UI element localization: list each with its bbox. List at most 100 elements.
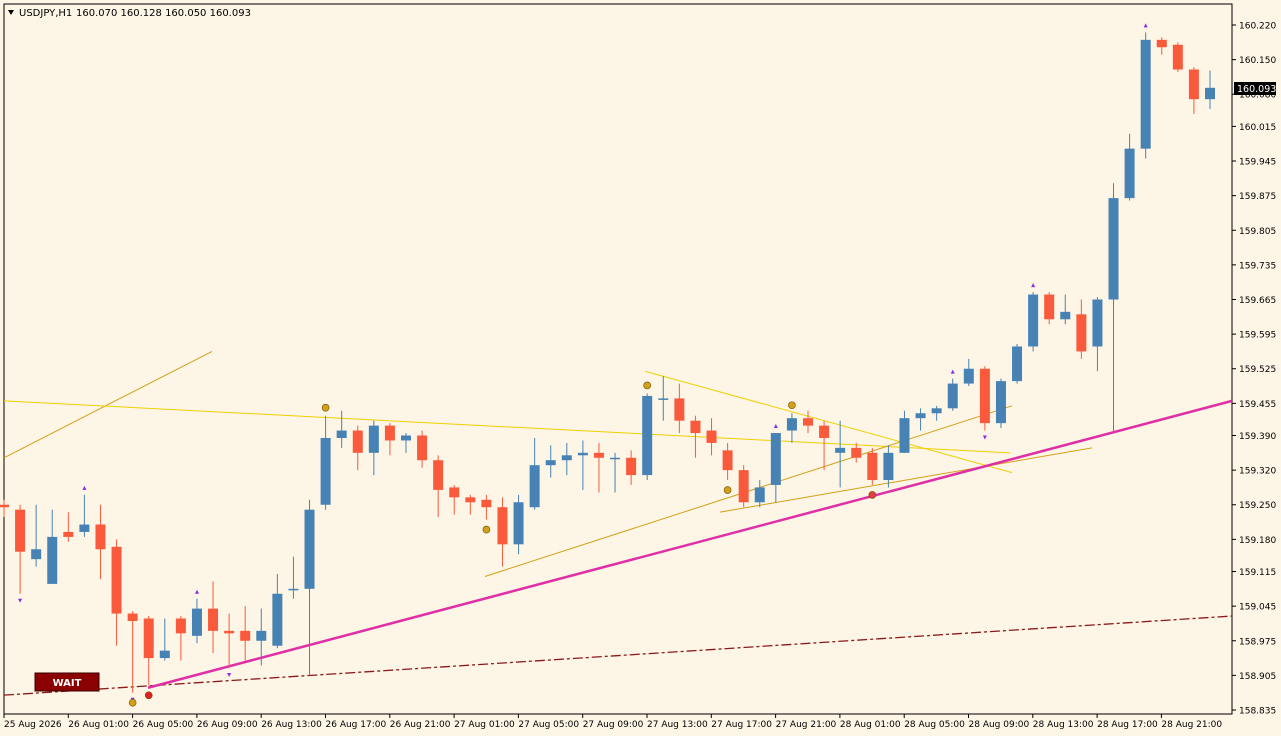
candle-bull	[191, 608, 202, 636]
candle-bear	[208, 608, 219, 631]
swing-point-marker	[868, 491, 877, 499]
wait-label[interactable]: WAIT	[34, 672, 100, 692]
candle-bear	[175, 618, 186, 634]
candle-bull	[401, 435, 411, 441]
candle-bear	[63, 531, 74, 537]
time-tick-label: 28 Aug 01:00	[840, 720, 901, 730]
fractal-up-marker	[82, 485, 87, 490]
candle-bull	[610, 457, 621, 460]
price-tick-label: 159.525	[1239, 365, 1276, 375]
candle-bull	[288, 588, 299, 591]
fractal-down-marker	[227, 672, 232, 677]
candle-bull	[272, 593, 283, 646]
candle-bull	[320, 437, 331, 505]
time-tick-label: 27 Aug 09:00	[583, 720, 644, 730]
candle-bull	[159, 650, 170, 659]
candle-bull	[1092, 299, 1103, 347]
candle-bear	[127, 613, 138, 621]
price-tick-label: 159.735	[1239, 261, 1276, 271]
time-tick-label: 27 Aug 05:00	[518, 720, 579, 730]
fractal-up-marker	[194, 589, 199, 594]
candle-bull	[79, 524, 90, 532]
candle-bull	[963, 368, 974, 384]
trendline-magenta-support	[147, 399, 1233, 689]
candle-bear	[1156, 39, 1167, 48]
price-tag-text: 160.093	[1237, 84, 1276, 95]
candle-bear	[593, 452, 604, 458]
candle-bear	[1076, 314, 1087, 352]
header-info[interactable]: USDJPY,H1 160.070 160.128 160.050 160.09…	[8, 8, 251, 19]
dashed-support-line[interactable]	[3, 615, 1233, 696]
time-tick-label: 26 Aug 13:00	[261, 720, 322, 730]
price-tick-label: 160.220	[1239, 22, 1276, 32]
price-tick-label: 160.015	[1239, 123, 1276, 133]
time-tick-label: 26 Aug 01:00	[68, 720, 129, 730]
candle-bull	[1108, 198, 1119, 300]
candle-bear	[224, 630, 235, 634]
candle-bear	[979, 368, 990, 424]
time-axis: 25 Aug 2026 26 Aug 01:00 26 Aug 05:00 26 Au…	[3, 714, 1222, 730]
price-tick-label: 160.080	[1239, 91, 1276, 101]
time-tick-label: 27 Aug 21:00	[776, 720, 837, 730]
candle-bull	[31, 549, 42, 560]
swing-point-marker	[144, 691, 153, 700]
candle-bear	[433, 460, 444, 490]
candle-bull	[529, 465, 540, 508]
candle-bear	[722, 450, 733, 471]
trendline-gold-ascending-2	[719, 447, 1093, 513]
time-tick-label: 28 Aug 13:00	[1033, 720, 1094, 730]
candle-bull	[642, 395, 653, 476]
candle-bear	[626, 457, 637, 476]
candle-bull	[786, 418, 797, 431]
fractal-up-marker	[950, 369, 955, 374]
price-tick-label: 159.875	[1239, 192, 1276, 202]
time-tick-label: 27 Aug 17:00	[711, 720, 772, 730]
candle-bull	[915, 413, 926, 419]
candle-bull	[1028, 294, 1039, 347]
candle-bear	[111, 546, 122, 614]
price-tick-label: 159.665	[1239, 296, 1276, 306]
candle-bear	[481, 499, 492, 508]
time-tick-label: 28 Aug 17:00	[1097, 720, 1158, 730]
candle-bear	[674, 398, 685, 421]
candle-bear	[417, 435, 428, 461]
price-tag-box	[1234, 82, 1276, 95]
candle-bull	[368, 425, 379, 453]
time-tick-label: 26 Aug 05:00	[133, 720, 194, 730]
time-tick-label: 28 Aug 05:00	[904, 720, 965, 730]
candle-bull	[754, 487, 765, 503]
trendline-gold-upper-left	[3, 350, 213, 459]
candle-bear	[95, 524, 106, 550]
candle-bear	[465, 497, 476, 503]
price-tick-label: 159.945	[1239, 158, 1276, 168]
candle-bear	[240, 630, 251, 641]
candle-bear	[867, 452, 878, 481]
dashed-line-segment	[3, 615, 1233, 696]
candle-bear	[352, 430, 363, 453]
candle-bear	[706, 430, 717, 443]
candle-bull	[256, 630, 267, 641]
candle-bull	[899, 418, 910, 453]
time-tick-label: 26 Aug 09:00	[197, 720, 258, 730]
candle-bull	[304, 509, 315, 589]
swing-point-marker	[643, 381, 652, 390]
candle-bull	[835, 447, 846, 453]
fractal-down-marker	[982, 435, 987, 440]
price-tick-label: 158.835	[1239, 707, 1276, 717]
dropdown-triangle-icon[interactable]	[8, 10, 14, 15]
current-price-tag: 160.093	[1234, 82, 1276, 95]
candle-bull	[545, 460, 556, 466]
candle-bear	[803, 418, 813, 426]
candle-bull	[1124, 148, 1135, 199]
candles	[0, 32, 1215, 693]
price-tick-label: 158.975	[1239, 637, 1276, 647]
candle-bull	[931, 408, 942, 414]
wait-label-text: WAIT	[53, 678, 82, 689]
price-tick-label: 159.045	[1239, 603, 1276, 613]
trendlines[interactable]	[3, 350, 1233, 689]
price-tick-label: 159.320	[1239, 467, 1276, 477]
candle-bull	[883, 452, 894, 481]
candle-bull	[770, 433, 781, 485]
